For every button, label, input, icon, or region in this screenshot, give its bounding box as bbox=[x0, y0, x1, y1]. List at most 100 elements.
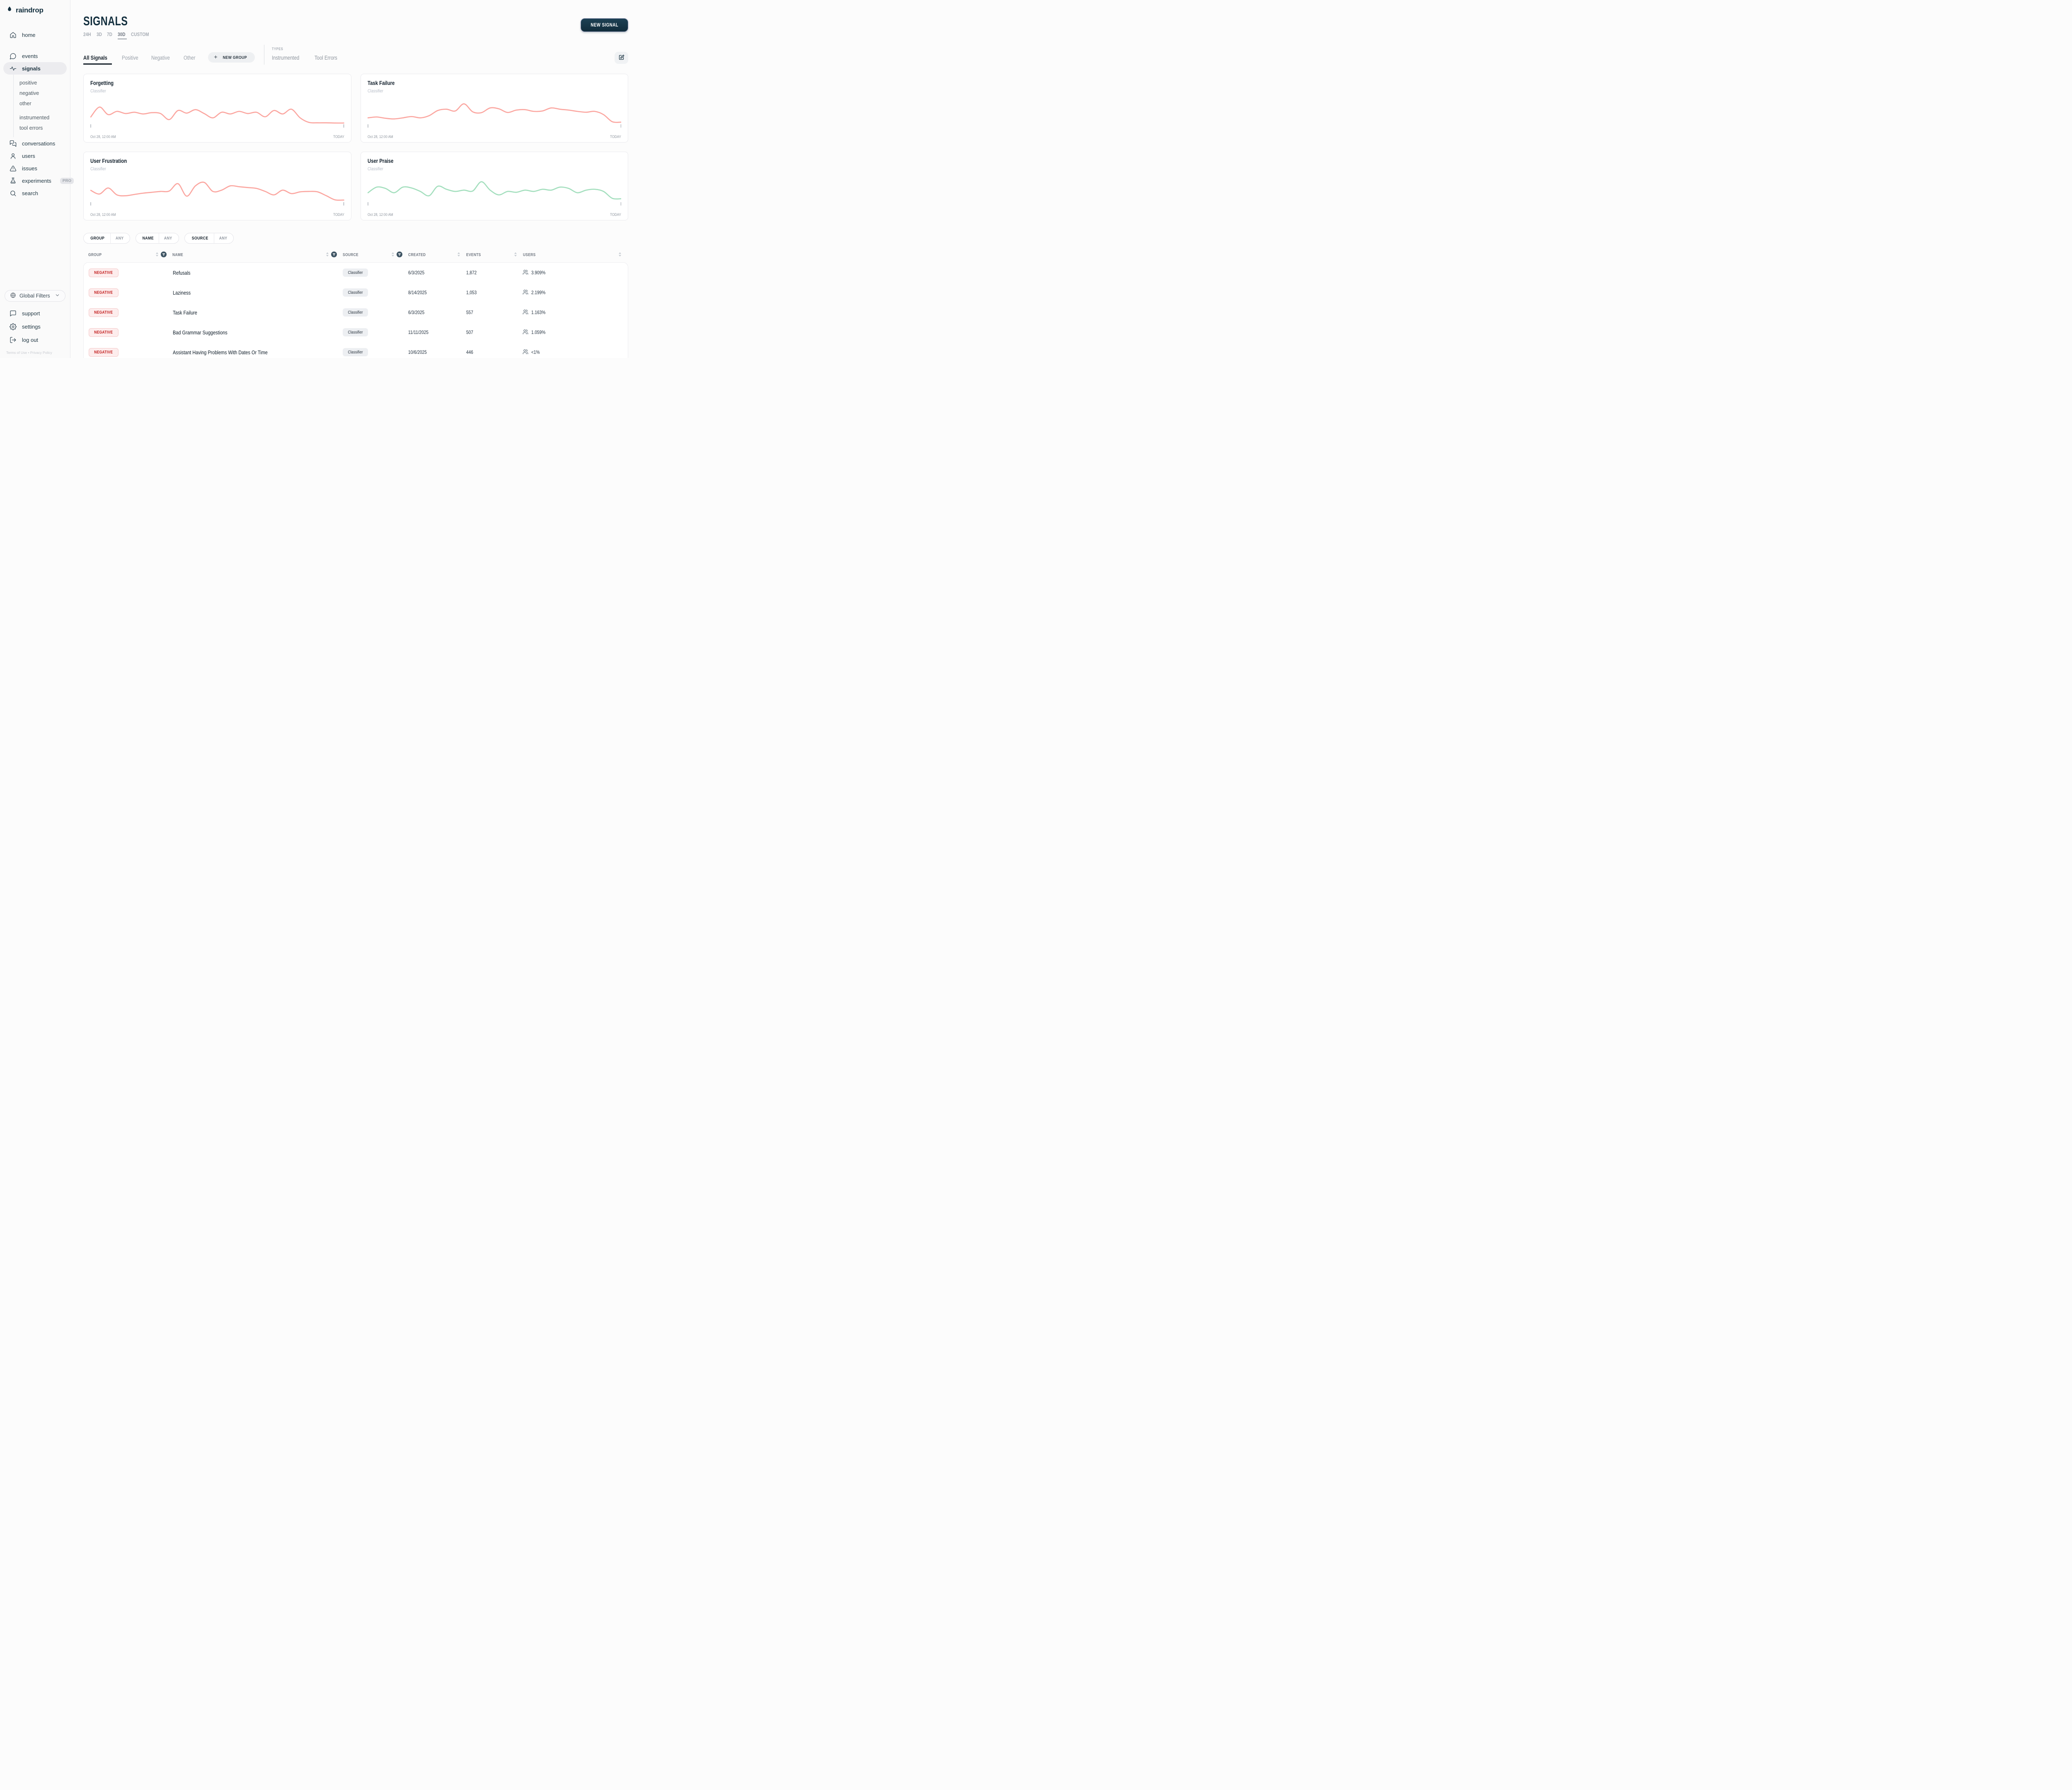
table-row[interactable]: NEGATIVE Task Failure Classifier 6/3/202… bbox=[89, 302, 621, 322]
signal-name: Bad Grammar Suggestions bbox=[173, 329, 228, 336]
global-filters-label: Global Filters bbox=[19, 293, 50, 299]
sort-icon[interactable] bbox=[618, 252, 622, 258]
sidebar-item-label: home bbox=[22, 31, 36, 38]
privacy-link[interactable]: Privacy Policy bbox=[30, 351, 52, 355]
gear-icon bbox=[10, 323, 17, 330]
time-range-selector: 24H 3D 7D 30D CUSTOM bbox=[83, 31, 152, 39]
tab-positive[interactable]: Positive bbox=[122, 55, 138, 61]
chip-value: ANY bbox=[164, 236, 172, 241]
new-signal-button[interactable]: NEW SIGNAL bbox=[580, 18, 628, 32]
sort-icon[interactable] bbox=[514, 252, 517, 258]
sidebar-item-positive[interactable]: positive bbox=[19, 77, 70, 88]
users-cell: 1.163% bbox=[523, 309, 621, 316]
column-header-source[interactable]: SOURCE bbox=[343, 251, 408, 259]
types-label: TYPES bbox=[271, 47, 283, 51]
tab-instrumented[interactable]: Instrumented bbox=[271, 55, 300, 61]
sidebar-item-label: support bbox=[22, 310, 40, 317]
signal-name: Task Failure bbox=[173, 309, 197, 316]
created-date: 8/14/2025 bbox=[408, 290, 427, 295]
axis-start-label: Oct 28, 12:00 AM bbox=[90, 213, 116, 217]
sidebar-item-support[interactable]: support bbox=[0, 307, 70, 320]
tab-all-signals[interactable]: All Signals bbox=[83, 55, 112, 65]
sidebar-item-settings[interactable]: settings bbox=[0, 320, 70, 333]
sidebar-item-conversations[interactable]: conversations bbox=[0, 137, 70, 150]
global-filters-button[interactable]: Global Filters bbox=[5, 290, 65, 302]
chart-card-user-frustration[interactable]: User Frustration Classifier Oct 28, 12:0… bbox=[83, 152, 351, 220]
sidebar-item-signals[interactable]: signals bbox=[3, 62, 67, 75]
column-header-events[interactable]: EVENTS bbox=[466, 252, 523, 258]
message-circle-icon bbox=[10, 53, 17, 60]
sidebar-item-label: settings bbox=[22, 323, 41, 330]
source-pill: Classifier bbox=[342, 348, 368, 356]
sidebar-item-users[interactable]: users bbox=[0, 150, 70, 162]
new-group-button[interactable]: NEW GROUP bbox=[208, 52, 255, 63]
terms-link[interactable]: Terms of Use bbox=[6, 351, 27, 355]
filter-icon[interactable] bbox=[331, 251, 337, 259]
axis-start-label: Oct 28, 12:00 AM bbox=[90, 135, 116, 139]
sidebar-item-issues[interactable]: issues bbox=[0, 162, 70, 174]
range-7d[interactable]: 7D bbox=[107, 31, 113, 37]
sidebar-item-home[interactable]: home bbox=[0, 29, 70, 41]
filter-icon[interactable] bbox=[161, 251, 167, 259]
table-row[interactable]: NEGATIVE Laziness Classifier 8/14/2025 1… bbox=[89, 283, 621, 302]
globe-icon bbox=[10, 292, 16, 300]
signal-tabs-row: All Signals Positive Negative Other NEW … bbox=[83, 45, 628, 65]
legal-separator: • bbox=[28, 351, 29, 355]
signals-table: NEGATIVE Refusals Classifier 6/3/2025 1,… bbox=[83, 262, 628, 358]
sort-icon[interactable] bbox=[326, 252, 329, 258]
created-date: 11/11/2025 bbox=[408, 329, 428, 335]
sidebar-item-negative[interactable]: negative bbox=[19, 88, 70, 98]
users-percent: 3.909% bbox=[531, 270, 546, 276]
users-percent: 1.059% bbox=[531, 329, 546, 335]
tab-other[interactable]: Other bbox=[183, 55, 195, 61]
column-header-group[interactable]: GROUP bbox=[88, 251, 172, 259]
group-badge: NEGATIVE bbox=[89, 308, 119, 317]
range-30d[interactable]: 30D bbox=[117, 31, 127, 39]
subnav-gap bbox=[19, 109, 70, 112]
sidebar-item-search[interactable]: search bbox=[0, 187, 70, 199]
sort-icon[interactable] bbox=[457, 252, 460, 258]
tab-negative[interactable]: Negative bbox=[151, 55, 170, 61]
sidebar-item-other[interactable]: other bbox=[19, 98, 70, 109]
sidebar-item-label: signals bbox=[22, 65, 41, 72]
column-header-users[interactable]: USERS bbox=[523, 252, 622, 258]
table-row[interactable]: NEGATIVE Bad Grammar Suggestions Classif… bbox=[89, 322, 621, 342]
signal-charts-grid: Forgetting Classifier Oct 28, 12:00 AM T… bbox=[83, 74, 628, 220]
sidebar: raindrop home events signals positive ne… bbox=[0, 0, 74, 358]
types-tabs-block: TYPES Instrumented Tool Errors bbox=[272, 47, 341, 65]
chart-x-axis: Oct 28, 12:00 AM TODAY bbox=[368, 135, 622, 139]
users-icon bbox=[523, 289, 528, 296]
table-row[interactable]: NEGATIVE Assistant Having Problems With … bbox=[89, 342, 621, 358]
sidebar-item-instrumented[interactable]: instrumented bbox=[19, 112, 70, 123]
sidebar-item-label: issues bbox=[22, 165, 37, 172]
group-badge: NEGATIVE bbox=[89, 348, 119, 357]
users-icon bbox=[523, 309, 528, 316]
sidebar-item-tool-errors[interactable]: tool errors bbox=[19, 123, 70, 133]
edit-layout-button[interactable] bbox=[615, 52, 628, 64]
column-header-created[interactable]: CREATED bbox=[408, 252, 466, 258]
column-header-name[interactable]: NAME bbox=[172, 251, 343, 259]
chart-card-user-praise[interactable]: User Praise Classifier Oct 28, 12:00 AM … bbox=[360, 152, 628, 220]
range-3d[interactable]: 3D bbox=[97, 31, 102, 37]
sidebar-item-experiments[interactable]: experiments PRO bbox=[0, 174, 74, 187]
range-24h[interactable]: 24H bbox=[83, 31, 91, 37]
filter-icon[interactable] bbox=[397, 251, 403, 259]
filter-chip-name[interactable]: NAME ANY bbox=[135, 233, 179, 244]
chart-title: User Praise bbox=[367, 158, 393, 164]
user-icon bbox=[10, 152, 17, 160]
filter-chip-source[interactable]: SOURCE ANY bbox=[184, 233, 234, 244]
range-custom[interactable]: CUSTOM bbox=[131, 31, 149, 37]
sort-icon[interactable] bbox=[155, 252, 159, 258]
filter-chip-group[interactable]: GROUP ANY bbox=[83, 233, 130, 244]
tab-tool-errors[interactable]: Tool Errors bbox=[314, 55, 337, 61]
sparkline-chart bbox=[367, 179, 621, 206]
chart-card-forgetting[interactable]: Forgetting Classifier Oct 28, 12:00 AM T… bbox=[83, 74, 351, 143]
source-pill: Classifier bbox=[342, 268, 368, 277]
table-row[interactable]: NEGATIVE Refusals Classifier 6/3/2025 1,… bbox=[89, 263, 621, 283]
chart-x-axis: Oct 28, 12:00 AM TODAY bbox=[90, 213, 344, 217]
sort-icon[interactable] bbox=[391, 252, 395, 258]
chart-card-task-failure[interactable]: Task Failure Classifier Oct 28, 12:00 AM… bbox=[360, 74, 628, 143]
sidebar-item-logout[interactable]: log out bbox=[0, 333, 70, 346]
sidebar-item-events[interactable]: events bbox=[0, 50, 70, 62]
signal-name: Laziness bbox=[173, 289, 191, 296]
